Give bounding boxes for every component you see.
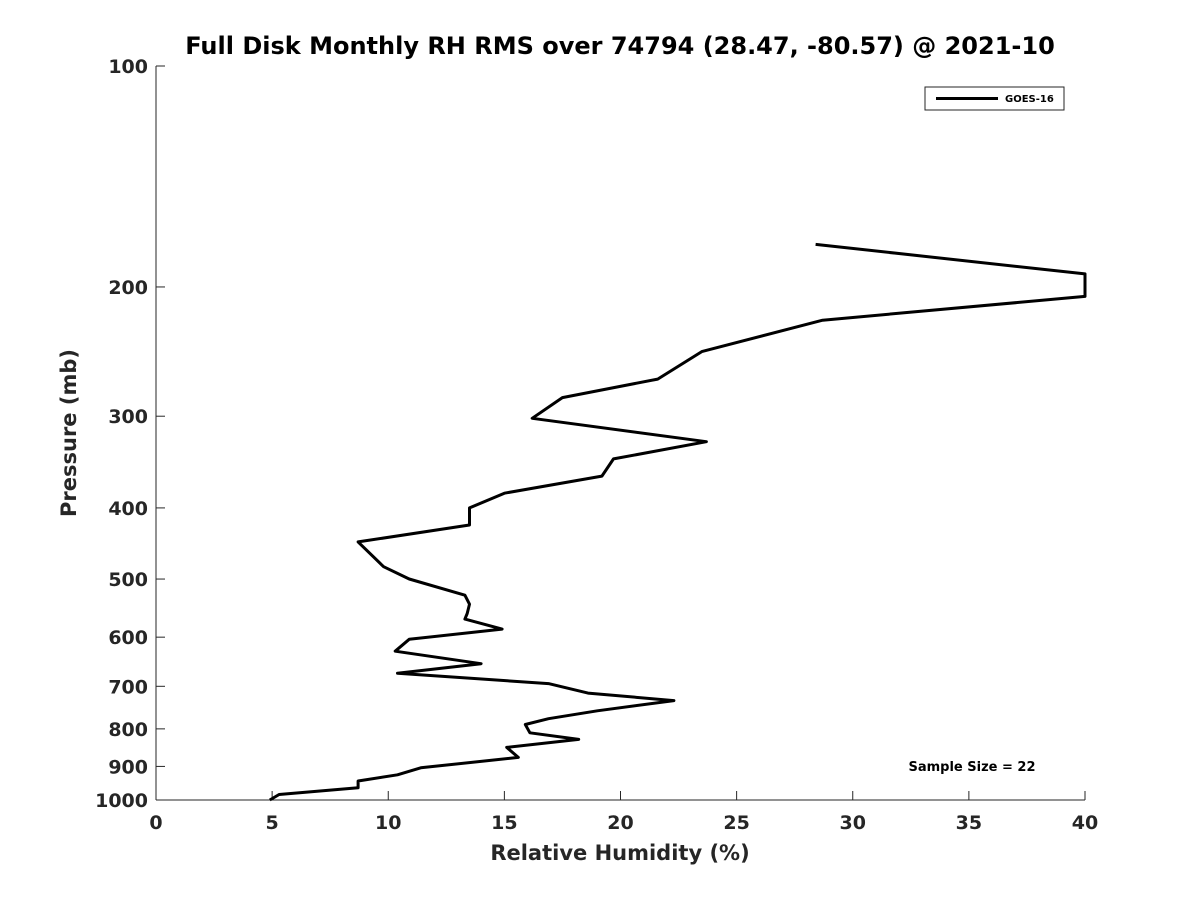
x-tick-label: 15 (491, 812, 517, 834)
y-axis-label: Pressure (mb) (57, 349, 81, 517)
x-tick-label: 0 (149, 812, 162, 834)
y-tick-label: 200 (108, 277, 148, 299)
x-tick-label: 20 (607, 812, 633, 834)
legend: GOES-16 (924, 86, 1065, 111)
y-tick-label: 600 (108, 627, 148, 649)
chart-title: Full Disk Monthly RH RMS over 74794 (28.… (185, 32, 1055, 60)
x-tick-label: 10 (375, 812, 401, 834)
y-tick-label: 800 (108, 719, 148, 741)
x-tick-label: 40 (1072, 812, 1098, 834)
x-axis-label: Relative Humidity (%) (490, 841, 749, 865)
x-tick-label: 25 (723, 812, 749, 834)
x-tick-label: 30 (840, 812, 866, 834)
legend-label-goes-16: GOES-16 (1005, 94, 1054, 105)
y-tick-label: 400 (108, 498, 148, 520)
y-tick-label: 700 (108, 676, 148, 698)
x-tick-label: 35 (956, 812, 982, 834)
x-tick-label: 5 (266, 812, 279, 834)
y-tick-label: 900 (108, 756, 148, 778)
x-axis-ticks: 0 5 10 15 20 25 30 35 40 (149, 791, 1098, 834)
series-line-goes-16 (269, 242, 1087, 802)
y-tick-label: 500 (108, 569, 148, 591)
y-tick-label: 300 (108, 406, 148, 428)
y-axis-ticks: 100 200 300 400 500 600 700 800 900 1000 (95, 56, 165, 812)
plot-area: 0 5 10 15 20 25 30 35 40 100 200 300 400 500 600 700 80… (95, 56, 1098, 834)
y-tick-label: 100 (108, 56, 148, 78)
y-tick-label: 1000 (95, 790, 148, 812)
sample-size-annotation: Sample Size = 22 (908, 760, 1035, 775)
